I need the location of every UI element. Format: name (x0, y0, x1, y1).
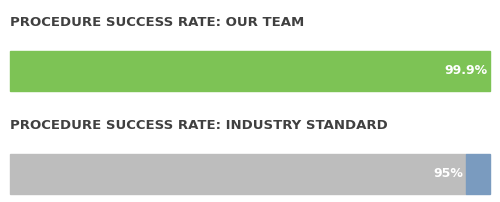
Text: 99.9%: 99.9% (444, 64, 487, 77)
Text: PROCEDURE SUCCESS RATE: INDUSTRY STANDARD: PROCEDURE SUCCESS RATE: INDUSTRY STANDAR… (10, 119, 388, 133)
Bar (10, 51, 490, 91)
Text: PROCEDURE SUCCESS RATE: OUR TEAM: PROCEDURE SUCCESS RATE: OUR TEAM (10, 16, 304, 29)
Bar (10, 154, 466, 194)
Text: 95%: 95% (434, 167, 464, 180)
Bar (466, 154, 490, 194)
